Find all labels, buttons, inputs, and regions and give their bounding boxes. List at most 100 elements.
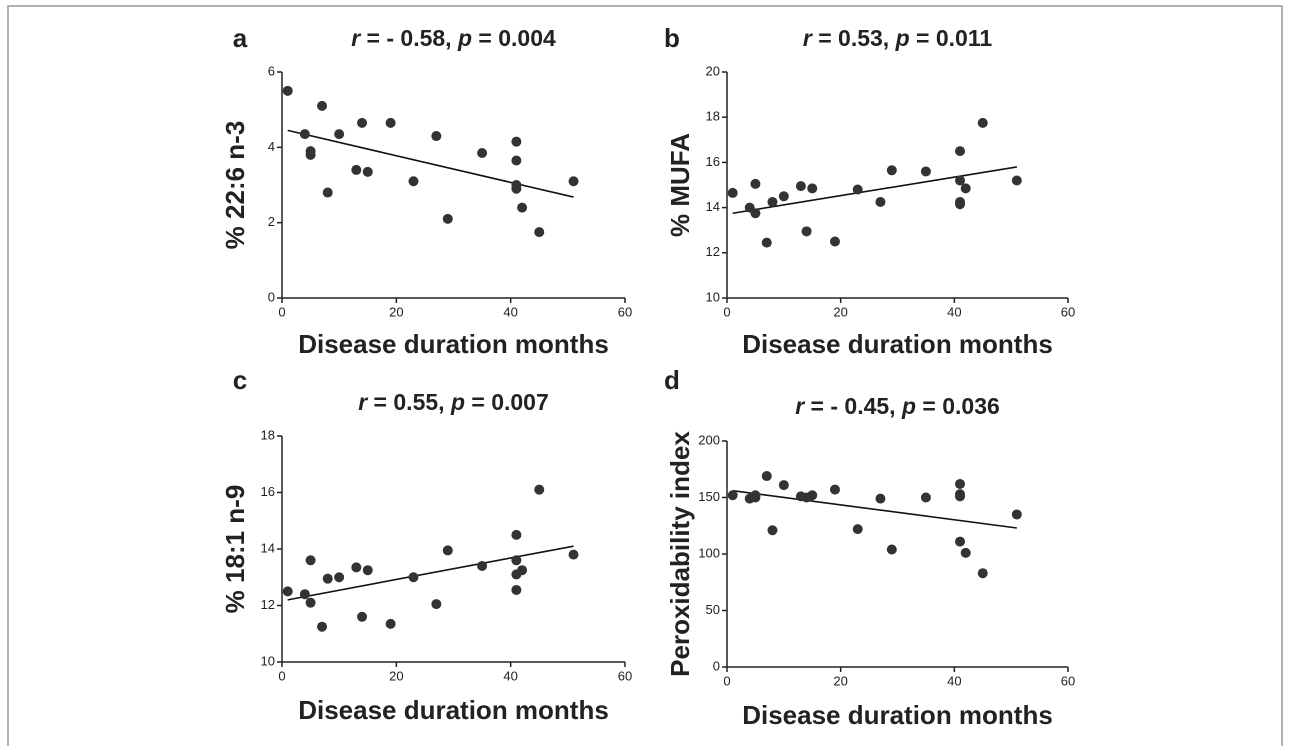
data-point xyxy=(334,129,345,140)
trend-line xyxy=(732,166,1017,215)
data-point xyxy=(750,490,761,501)
data-point xyxy=(511,555,522,566)
data-point xyxy=(960,183,971,194)
data-point xyxy=(778,191,789,202)
x-tick-label: 0 xyxy=(278,668,285,683)
data-point xyxy=(511,584,522,595)
data-point xyxy=(960,547,971,558)
data-point xyxy=(511,183,522,194)
trend-line xyxy=(287,129,574,198)
data-point xyxy=(977,117,988,128)
data-point xyxy=(299,589,310,600)
data-point xyxy=(568,176,579,187)
y-tick-label: 4 xyxy=(268,139,275,154)
x-axis-label: Disease duration months xyxy=(742,700,1053,730)
data-point xyxy=(534,227,545,238)
y-tick-label: 100 xyxy=(698,545,720,560)
data-point xyxy=(317,621,328,632)
x-tick-label: 40 xyxy=(947,673,961,688)
data-point xyxy=(955,146,966,157)
data-point xyxy=(431,131,442,142)
data-point xyxy=(431,599,442,610)
x-tick-label: 20 xyxy=(389,668,403,683)
data-point xyxy=(442,213,453,224)
x-axis-label: Disease duration months xyxy=(742,329,1053,359)
chart-title: r = 0.53, p = 0.011 xyxy=(803,25,992,51)
data-point xyxy=(1011,509,1022,520)
x-tick-label: 40 xyxy=(503,304,517,319)
x-tick-label: 20 xyxy=(389,304,403,319)
data-point xyxy=(385,117,396,128)
data-point xyxy=(1011,175,1022,186)
data-point xyxy=(299,129,310,140)
data-point xyxy=(511,529,522,540)
x-tick-label: 0 xyxy=(278,304,285,319)
data-point xyxy=(534,484,545,495)
data-point xyxy=(955,478,966,489)
chart-title: r = - 0.45, p = 0.036 xyxy=(795,393,1000,419)
data-point xyxy=(955,491,966,502)
y-axis-label: % 22:6 n-3 xyxy=(220,121,250,250)
data-point xyxy=(807,490,818,501)
data-point xyxy=(767,525,778,536)
data-point xyxy=(568,549,579,560)
y-axis-label: % MUFA xyxy=(665,133,695,237)
data-point xyxy=(829,236,840,247)
data-point xyxy=(511,136,522,147)
data-point xyxy=(875,493,886,504)
x-tick-label: 60 xyxy=(1061,304,1075,319)
data-point xyxy=(852,184,863,195)
data-point xyxy=(920,166,931,177)
data-point xyxy=(795,181,806,192)
y-tick-label: 0 xyxy=(713,658,720,673)
data-point xyxy=(408,176,419,187)
data-point xyxy=(778,480,789,491)
chart-title: r = 0.55, p = 0.007 xyxy=(358,389,549,415)
y-tick-label: 12 xyxy=(706,244,720,259)
y-tick-label: 14 xyxy=(261,540,275,555)
data-point xyxy=(357,117,368,128)
data-point xyxy=(955,199,966,210)
data-point xyxy=(852,524,863,535)
data-point xyxy=(385,618,396,629)
data-point xyxy=(351,164,362,175)
data-point xyxy=(955,175,966,186)
x-tick-label: 60 xyxy=(1061,673,1075,688)
y-tick-label: 18 xyxy=(261,427,275,442)
data-point xyxy=(305,597,316,608)
y-tick-label: 0 xyxy=(268,289,275,304)
data-point xyxy=(477,560,488,571)
y-tick-label: 20 xyxy=(706,63,720,78)
data-point xyxy=(362,166,373,177)
data-point xyxy=(511,155,522,166)
y-tick-label: 16 xyxy=(261,484,275,499)
x-tick-label: 0 xyxy=(723,304,730,319)
x-tick-label: 60 xyxy=(618,304,632,319)
trend-line xyxy=(287,545,574,601)
data-point xyxy=(875,196,886,207)
data-point xyxy=(322,187,333,198)
data-point xyxy=(282,85,293,96)
data-point xyxy=(807,183,818,194)
data-point xyxy=(801,226,812,237)
data-point xyxy=(282,586,293,597)
y-tick-label: 12 xyxy=(261,597,275,612)
data-point xyxy=(477,147,488,158)
y-tick-label: 2 xyxy=(268,214,275,229)
data-point xyxy=(305,149,316,160)
data-point xyxy=(517,565,528,576)
y-tick-label: 18 xyxy=(706,109,720,124)
x-tick-label: 60 xyxy=(618,668,632,683)
y-tick-label: 16 xyxy=(706,154,720,169)
trend-line xyxy=(732,489,1017,529)
y-axis-label: Peroxidability index xyxy=(665,431,695,677)
y-tick-label: 50 xyxy=(706,602,720,617)
frame xyxy=(7,5,1283,746)
data-point xyxy=(761,237,772,248)
data-point xyxy=(727,490,738,501)
data-point xyxy=(920,492,931,503)
y-tick-label: 150 xyxy=(698,489,720,504)
data-point xyxy=(886,165,897,176)
data-point xyxy=(767,196,778,207)
data-point xyxy=(305,555,316,566)
